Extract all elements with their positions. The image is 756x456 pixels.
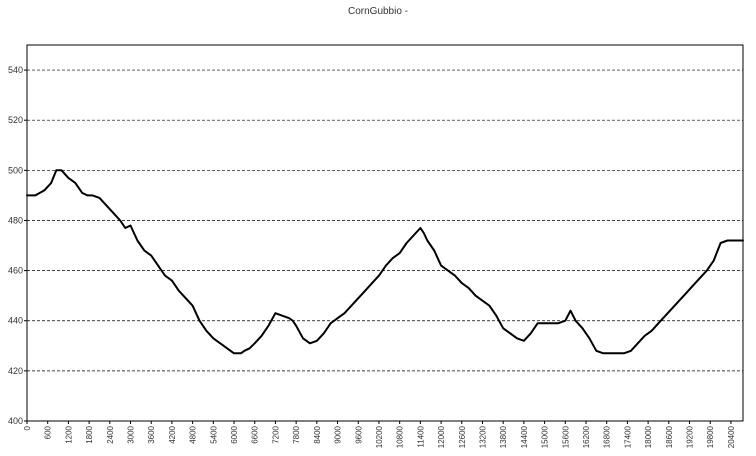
x-tick-label: 15000 [541, 425, 550, 448]
x-tick-label: 10800 [396, 425, 405, 448]
x-tick-label: 2400 [106, 425, 115, 443]
y-tick-label: 460 [8, 266, 23, 276]
grid-lines [27, 69, 743, 372]
x-tick-label: 0 [23, 425, 32, 430]
y-tick-label: 540 [8, 65, 23, 75]
x-tick-label: 10200 [375, 425, 384, 448]
y-tick-label: 520 [8, 115, 23, 125]
x-tick-label: 12000 [437, 425, 446, 448]
y-tick-label: 400 [8, 416, 23, 426]
x-tick-label: 3000 [127, 425, 136, 443]
x-tick-label: 9600 [354, 425, 363, 443]
x-tick-label: 17400 [623, 425, 632, 448]
x-tick-label: 7800 [292, 425, 301, 443]
x-tick-label: 3600 [147, 425, 156, 443]
x-tick-label: 1800 [85, 425, 94, 443]
x-tick-label: 9000 [334, 425, 343, 443]
x-tick-label: 20400 [727, 425, 736, 448]
x-tick-label: 1200 [64, 425, 73, 443]
x-tick-label: 16200 [582, 425, 591, 448]
x-tick-label: 8400 [313, 425, 322, 443]
x-tick-label: 6000 [230, 425, 239, 443]
x-tick-label: 11400 [416, 425, 425, 447]
x-tick-label: 18000 [644, 425, 653, 448]
y-tick-label: 420 [8, 366, 23, 376]
x-tick-label: 12600 [458, 425, 467, 448]
x-tick-label: 19800 [706, 425, 715, 448]
y-tick-label: 440 [8, 316, 23, 326]
series-line-0 [26, 169, 744, 355]
x-tick-label: 13200 [478, 425, 487, 448]
plot-border [26, 44, 744, 422]
x-tick-label: 19200 [686, 425, 695, 448]
x-tick-label: 14400 [520, 425, 529, 448]
y-tick-label: 480 [8, 215, 23, 225]
x-tick-label: 6600 [251, 425, 260, 443]
y-axis-ticks: 400 420 440 460 480 500 520 540 [8, 65, 27, 426]
x-tick-label: 15600 [561, 425, 570, 448]
plot-frame [26, 44, 744, 422]
y-tick-label: 500 [8, 165, 23, 175]
chart-title: CornGubbio - [347, 6, 409, 17]
x-tick-label: 4200 [168, 425, 177, 443]
x-tick-label: 18600 [665, 425, 674, 448]
x-tick-label: 600 [44, 425, 53, 439]
x-tick-label: 7200 [271, 425, 280, 443]
x-tick-label: 16800 [603, 425, 612, 448]
series-layer [26, 169, 744, 355]
x-tick-label: 4800 [189, 425, 198, 443]
x-tick-label: 5400 [209, 425, 218, 443]
x-axis-ticks: 0 600 1200 1800 2400 3000 3600 4200 4800 5400 6000… [23, 421, 736, 448]
x-tick-label: 13800 [499, 425, 508, 448]
